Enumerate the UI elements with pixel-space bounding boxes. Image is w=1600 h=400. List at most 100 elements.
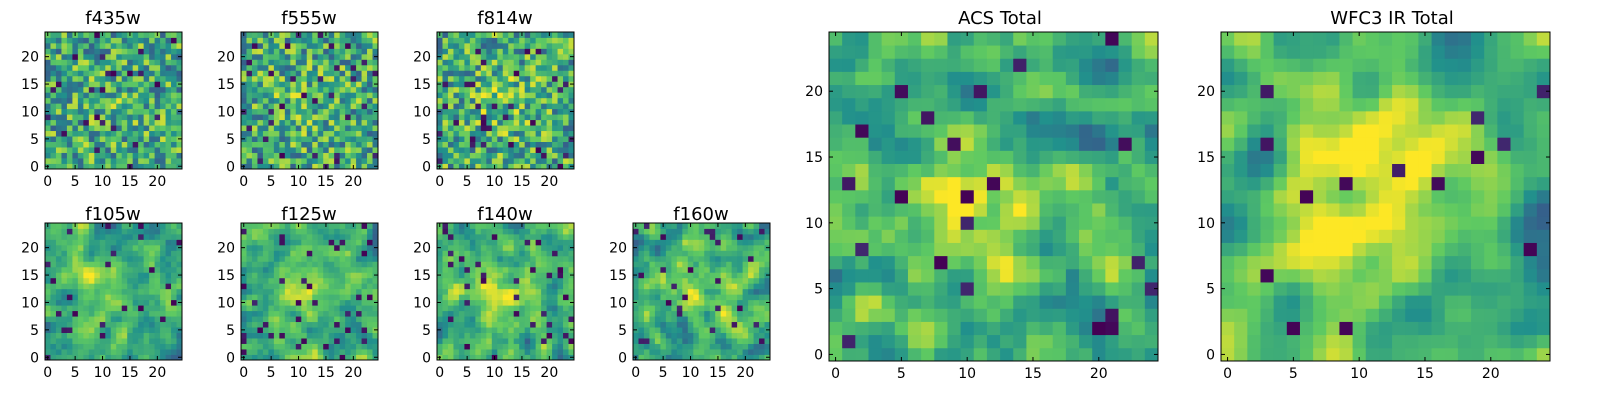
heatmap-cell bbox=[568, 338, 575, 344]
heatmap-cell bbox=[458, 130, 465, 137]
heatmap-cell bbox=[524, 141, 531, 148]
heatmap-cell bbox=[568, 310, 575, 317]
heatmap-cell bbox=[513, 163, 520, 170]
heatmap-cell bbox=[497, 321, 504, 328]
heatmap-cell bbox=[262, 86, 269, 93]
heatmap-cell bbox=[453, 81, 460, 88]
heatmap-cell bbox=[94, 59, 101, 66]
heatmap-cell bbox=[306, 228, 313, 235]
heatmap-cell bbox=[317, 158, 324, 164]
heatmap-cell bbox=[698, 349, 705, 355]
heatmap-cell bbox=[301, 255, 308, 262]
heatmap-cell bbox=[535, 125, 542, 132]
heatmap-cell bbox=[262, 310, 269, 317]
heatmap-cell bbox=[541, 158, 547, 164]
heatmap-cell bbox=[61, 103, 68, 110]
heatmap-cell bbox=[502, 338, 509, 344]
heatmap-cell bbox=[643, 283, 650, 290]
heatmap-cell bbox=[143, 349, 150, 355]
heatmap-cell bbox=[83, 53, 90, 60]
heatmap-cell bbox=[676, 343, 683, 350]
heatmap-cell bbox=[552, 42, 558, 49]
heatmap-cell bbox=[273, 244, 280, 251]
heatmap-cell bbox=[132, 266, 139, 273]
heatmap-cell bbox=[475, 354, 482, 361]
heatmap-cell bbox=[339, 288, 346, 295]
heatmap-cell bbox=[268, 53, 275, 60]
heatmap-cell bbox=[45, 316, 51, 323]
heatmap-cell bbox=[682, 239, 689, 246]
heatmap-cell bbox=[116, 233, 123, 240]
heatmap-cell bbox=[323, 70, 330, 77]
panel-title-f160w: f160w bbox=[673, 204, 728, 225]
heatmap-cell bbox=[480, 283, 487, 290]
heatmap-cell bbox=[356, 125, 362, 132]
heatmap-cell bbox=[143, 261, 150, 268]
heatmap-cell bbox=[748, 310, 754, 317]
heatmap-cell bbox=[649, 310, 656, 317]
heatmap-cell bbox=[731, 343, 738, 350]
heatmap-cell bbox=[947, 176, 961, 191]
heatmap-cell bbox=[160, 244, 166, 251]
heatmap-cell bbox=[323, 316, 330, 323]
heatmap-cell bbox=[50, 223, 57, 229]
heatmap-cell bbox=[475, 321, 482, 328]
heatmap-cell bbox=[143, 343, 150, 350]
heatmap-cell bbox=[643, 343, 650, 350]
heatmap-cell bbox=[154, 141, 161, 148]
heatmap-cell bbox=[356, 48, 362, 55]
heatmap-cell bbox=[284, 261, 291, 268]
heatmap-cell bbox=[268, 86, 275, 93]
heatmap-cell bbox=[973, 189, 988, 204]
heatmap-cell bbox=[643, 223, 650, 229]
heatmap-cell bbox=[1118, 176, 1133, 191]
heatmap-cell bbox=[497, 97, 504, 104]
heatmap-cell bbox=[759, 332, 765, 339]
heatmap-cell bbox=[633, 233, 639, 240]
heatmap-cell bbox=[279, 114, 286, 121]
heatmap-cell bbox=[55, 294, 62, 301]
heatmap-cell bbox=[372, 59, 379, 66]
heatmap-cell bbox=[55, 288, 62, 295]
heatmap-cell bbox=[759, 223, 765, 229]
heatmap-cell bbox=[530, 158, 537, 164]
heatmap-cell bbox=[306, 32, 313, 38]
heatmap-cell bbox=[643, 288, 650, 295]
heatmap-cell bbox=[94, 255, 101, 262]
heatmap-cell bbox=[88, 321, 95, 328]
heatmap-cell bbox=[475, 316, 482, 323]
heatmap-cell bbox=[475, 141, 482, 148]
heatmap-cell bbox=[262, 228, 269, 235]
heatmap-cell bbox=[557, 316, 564, 323]
heatmap-cell bbox=[88, 239, 95, 246]
heatmap-cell bbox=[66, 332, 73, 339]
heatmap-cell bbox=[45, 255, 51, 262]
heatmap-cell bbox=[334, 283, 341, 290]
heatmap-cell bbox=[671, 349, 678, 355]
heatmap-cell bbox=[497, 163, 504, 170]
heatmap-cell bbox=[513, 81, 520, 88]
heatmap-cell bbox=[165, 136, 172, 142]
heatmap-cell bbox=[116, 141, 123, 148]
heatmap-cell bbox=[453, 114, 460, 121]
heatmap-cell bbox=[317, 75, 324, 82]
heatmap-cell bbox=[317, 310, 324, 317]
heatmap-cell bbox=[437, 114, 443, 121]
heatmap-cell bbox=[1013, 308, 1027, 322]
heatmap-cell bbox=[110, 223, 117, 229]
heatmap-cell bbox=[334, 163, 341, 170]
heatmap-cell bbox=[563, 59, 569, 66]
heatmap-cell bbox=[676, 288, 683, 295]
heatmap-cell bbox=[437, 97, 443, 104]
heatmap-cell bbox=[171, 332, 177, 339]
heatmap-cell bbox=[99, 92, 106, 99]
heatmap-cell bbox=[143, 316, 150, 323]
heatmap-cell bbox=[497, 349, 504, 355]
heatmap-cell bbox=[251, 250, 258, 257]
heatmap-cell bbox=[508, 223, 515, 229]
heatmap-cell bbox=[290, 321, 297, 328]
heatmap-cell bbox=[665, 266, 672, 273]
heatmap-cell bbox=[638, 288, 645, 295]
heatmap-cell bbox=[720, 223, 727, 229]
heatmap-cell bbox=[894, 295, 909, 309]
